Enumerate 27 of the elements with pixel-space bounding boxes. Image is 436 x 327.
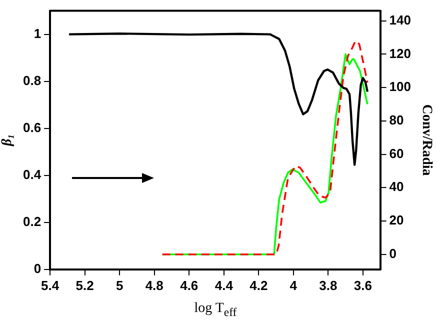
y-tick-label: 1 bbox=[34, 26, 42, 41]
y-tick-label: 0.8 bbox=[22, 72, 42, 88]
x-tick-label: 3.6 bbox=[354, 278, 372, 293]
y-tick-label: 0 bbox=[34, 260, 42, 276]
x-tick-label: 3.8 bbox=[319, 278, 338, 293]
y2-tick-label: 140 bbox=[389, 12, 412, 28]
x-tick-label: 4.6 bbox=[180, 278, 198, 293]
y-axis-title: β₁ bbox=[0, 134, 16, 146]
x-tick-label: 5 bbox=[116, 278, 124, 293]
y-tick-label: 0.4 bbox=[22, 166, 42, 182]
y-tick-label: 0.2 bbox=[22, 214, 42, 229]
x-axis-title: log T$_{eff}$ bbox=[194, 301, 237, 319]
y2-tick-label: 60 bbox=[389, 146, 404, 161]
y2-tick-label: 100 bbox=[389, 79, 412, 94]
x-tick-label: 4.2 bbox=[250, 278, 268, 293]
x-tick-label: 5.2 bbox=[76, 278, 94, 293]
y2-tick-label: 0 bbox=[389, 246, 397, 261]
y2-tick-label: 40 bbox=[389, 179, 404, 194]
x-tick-label: 5.4 bbox=[41, 278, 60, 293]
x-tick-label: 4.8 bbox=[145, 278, 164, 293]
y2-tick-label: 20 bbox=[389, 212, 404, 228]
x-tick-label: 4.4 bbox=[214, 278, 234, 293]
y2-axis-title: Conv/Radia bbox=[418, 104, 434, 176]
y2-tick-label: 80 bbox=[389, 112, 404, 128]
y-tick-label: 0.6 bbox=[22, 120, 42, 135]
x-tick-label: 4 bbox=[290, 278, 298, 293]
y2-tick-label: 120 bbox=[389, 46, 412, 61]
